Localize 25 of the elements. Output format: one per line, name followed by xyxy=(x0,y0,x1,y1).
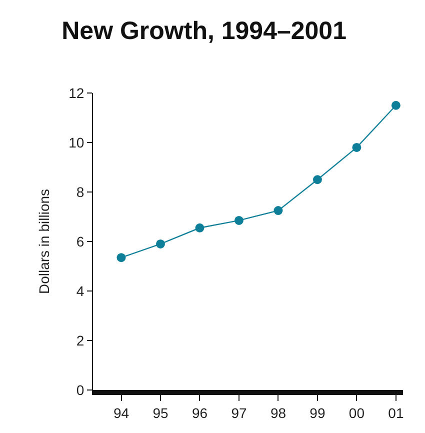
x-tick-label: 94 xyxy=(113,404,130,421)
chart-title: New Growth, 1994–2001 xyxy=(62,17,347,46)
point xyxy=(234,216,244,225)
point xyxy=(274,206,283,216)
y-tick-label: 0 xyxy=(76,382,84,398)
y-tick-label: 4 xyxy=(76,282,84,299)
x-tick-label: 01 xyxy=(388,404,404,421)
x-tick-label: 00 xyxy=(348,404,365,421)
point xyxy=(195,223,204,232)
point xyxy=(352,142,362,152)
y-tick-label: 6 xyxy=(76,233,84,250)
x-tick-label: 97 xyxy=(231,404,247,421)
x-tick-label: 96 xyxy=(192,404,208,421)
point xyxy=(312,175,322,184)
x-tick-label: 95 xyxy=(152,404,168,421)
y-axis-title: Dollars in billions xyxy=(36,188,52,294)
y-tick-label: 8 xyxy=(76,184,84,200)
y-tick-label: 10 xyxy=(68,134,84,150)
point xyxy=(116,253,126,262)
point xyxy=(391,100,400,110)
y-tick-label: 12 xyxy=(68,84,84,101)
x-tick-label: 99 xyxy=(310,404,326,421)
x-tick-label: 98 xyxy=(270,404,286,421)
y-tick-label: 2 xyxy=(76,332,84,348)
point xyxy=(156,239,165,248)
